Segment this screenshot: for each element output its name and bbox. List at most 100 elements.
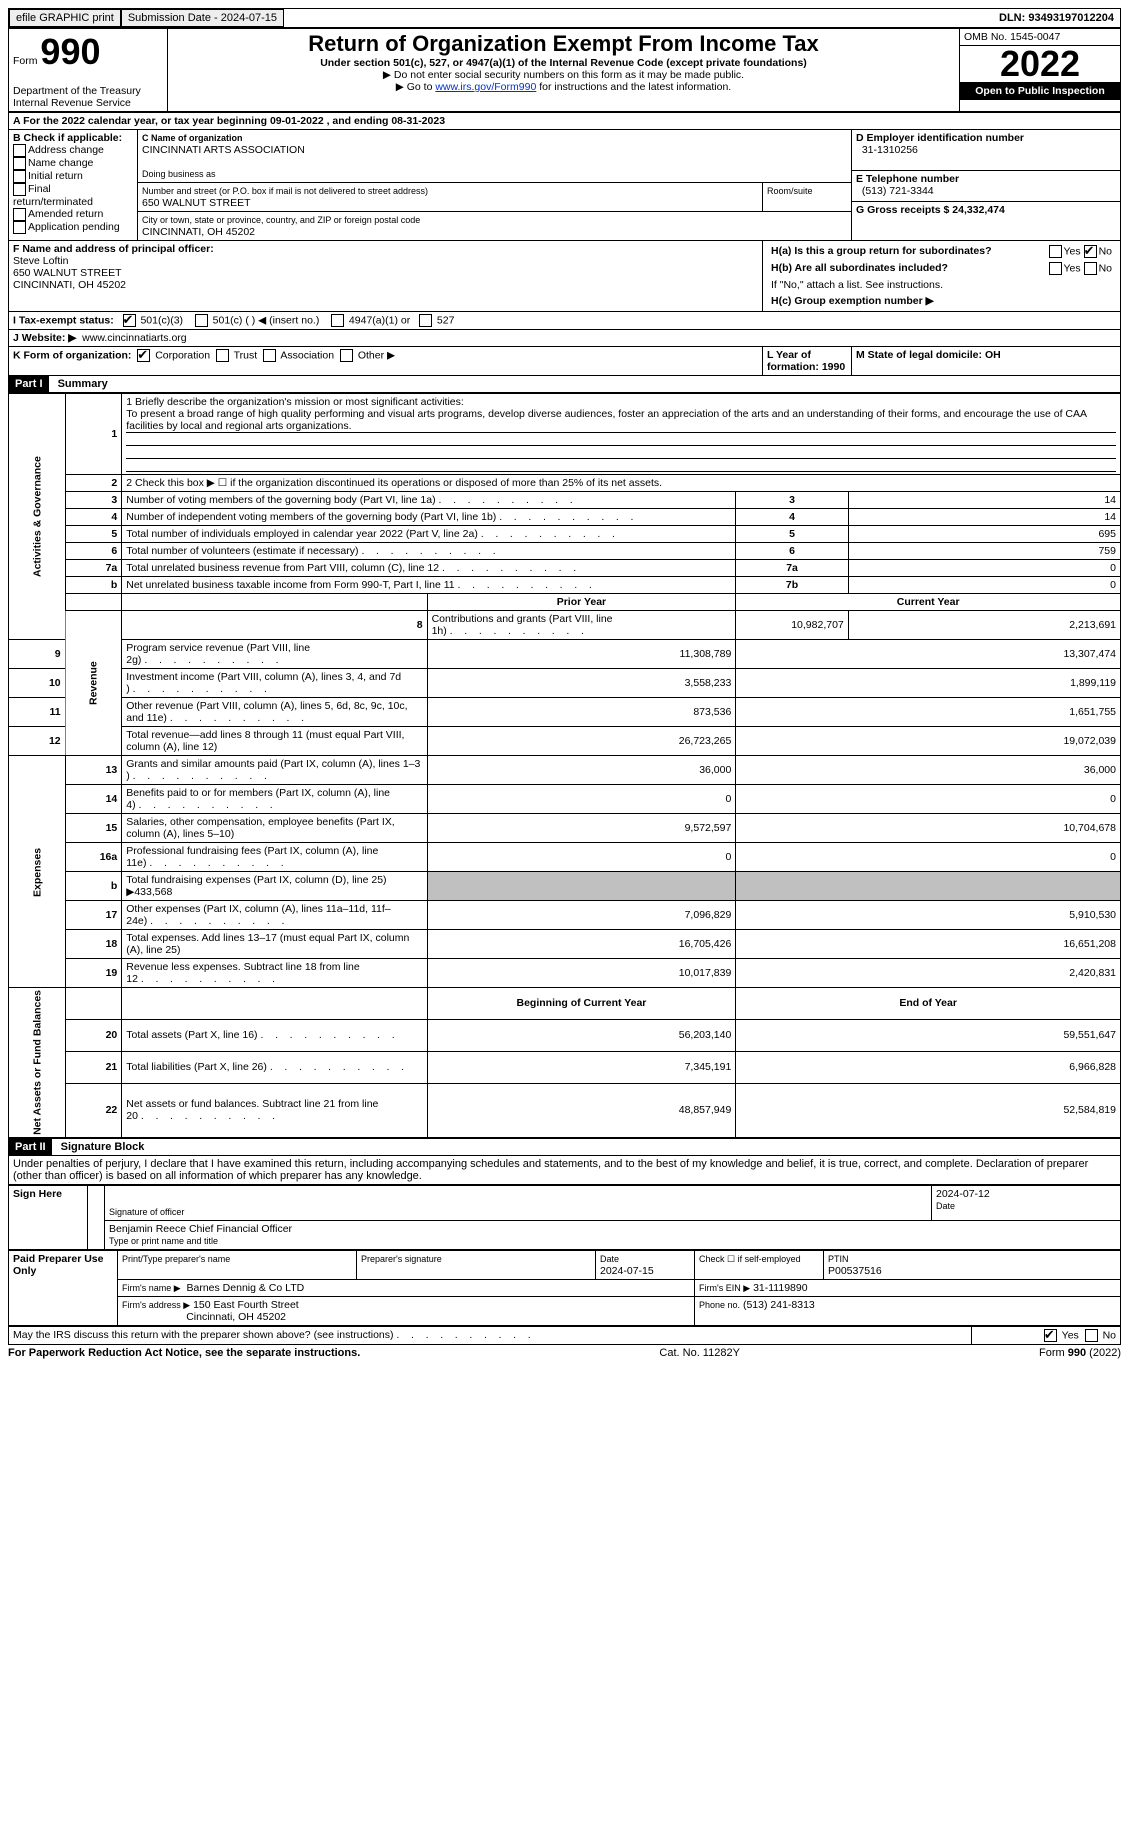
chk-501c3[interactable] [123, 314, 136, 327]
firm-addr2: Cincinnati, OH 45202 [186, 1311, 286, 1323]
sig-officer-label: Signature of officer [109, 1207, 184, 1217]
may-irs-yes[interactable] [1044, 1329, 1057, 1342]
m-label: M State of legal domicile: OH [856, 349, 1001, 361]
gov-row: 7aTotal unrelated business revenue from … [9, 560, 1121, 577]
h-note: If "No," attach a list. See instructions… [771, 279, 943, 291]
side-revenue: Revenue [65, 611, 122, 756]
irs-label: Internal Revenue Service [13, 97, 131, 109]
may-irs-label: May the IRS discuss this return with the… [13, 1329, 531, 1341]
chk-address[interactable]: Address change [13, 144, 104, 156]
ha-no[interactable] [1084, 245, 1097, 258]
chk-assoc[interactable] [263, 349, 276, 362]
chk-amended[interactable]: Amended return [13, 208, 103, 220]
prep-sig-label: Preparer's signature [361, 1254, 442, 1264]
exp-row: 16aProfessional fundraising fees (Part I… [9, 843, 1121, 872]
exp-row: 15Salaries, other compensation, employee… [9, 814, 1121, 843]
prep-date-label: Date [600, 1254, 619, 1264]
rev-row: 9Program service revenue (Part VIII, lin… [9, 640, 1121, 669]
side-governance: Activities & Governance [9, 394, 66, 640]
firm-phone-label: Phone no. [699, 1300, 740, 1310]
b-label: B Check if applicable: [13, 132, 122, 144]
q1-label: 1 Briefly describe the organization's mi… [126, 396, 464, 408]
chk-trust[interactable] [216, 349, 229, 362]
gov-row: 3Number of voting members of the governi… [9, 492, 1121, 509]
form-word: Form [13, 55, 38, 67]
sig-date-value: 2024-07-12 [936, 1188, 990, 1200]
part2-title: Signature Block [55, 1139, 151, 1155]
efile-print-button[interactable]: efile GRAPHIC print [9, 9, 121, 27]
gov-row: 4Number of independent voting members of… [9, 509, 1121, 526]
officer-name: Steve Loftin [13, 255, 68, 267]
website-value: www.cincinnatiarts.org [82, 332, 186, 344]
rev-row: 11Other revenue (Part VIII, column (A), … [9, 698, 1121, 727]
d-label: D Employer identification number [856, 132, 1024, 144]
q1-num: 1 [65, 394, 122, 475]
k-label: K Form of organization: [13, 349, 131, 361]
chk-pending[interactable]: Application pending [13, 221, 120, 233]
l-label: L Year of formation: 1990 [767, 349, 845, 373]
dln-label: DLN: 93493197012204 [993, 10, 1120, 26]
submission-date-button[interactable]: Submission Date - 2024-07-15 [121, 9, 284, 27]
paid-preparer-label: Paid Preparer Use Only [9, 1250, 118, 1325]
chk-other[interactable] [340, 349, 353, 362]
net-row: 20Total assets (Part X, line 16)56,203,1… [9, 1019, 1121, 1051]
net-row: 22Net assets or fund balances. Subtract … [9, 1083, 1121, 1137]
side-expenses: Expenses [9, 756, 66, 988]
hb-label: H(b) Are all subordinates included? [771, 262, 948, 274]
j-label: J Website: ▶ [13, 332, 76, 344]
chk-4947[interactable] [331, 314, 344, 327]
side-netassets: Net Assets or Fund Balances [9, 988, 66, 1138]
ptin-label: PTIN [828, 1254, 849, 1264]
signature-table: Sign Here Signature of officer 2024-07-1… [8, 1185, 1121, 1250]
hb-no[interactable] [1084, 262, 1097, 275]
chk-501c[interactable] [195, 314, 208, 327]
city-label: City or town, state or province, country… [142, 215, 420, 225]
section-a-table: A For the 2022 calendar year, or tax yea… [8, 112, 1121, 376]
hb-yes[interactable] [1049, 262, 1062, 275]
phone-value: (513) 721-3344 [862, 185, 934, 197]
ha-yes[interactable] [1049, 245, 1062, 258]
firm-name-label: Firm's name ▶ [122, 1283, 181, 1293]
firm-addr1: 150 East Fourth Street [193, 1299, 299, 1311]
footer-right: Form 990 (2022) [1039, 1347, 1121, 1359]
chk-final[interactable]: Final return/terminated [13, 183, 93, 208]
chk-corp[interactable] [137, 349, 150, 362]
c-label: C Name of organization [142, 133, 243, 143]
chk-name[interactable]: Name change [13, 157, 93, 169]
dba-label: Doing business as [142, 169, 216, 179]
col-begin: Beginning of Current Year [427, 988, 736, 1020]
rev-row: 10Investment income (Part VIII, column (… [9, 669, 1121, 698]
footer: For Paperwork Reduction Act Notice, see … [8, 1347, 1121, 1359]
firm-name-value: Barnes Dennig & Co LTD [187, 1282, 305, 1294]
irs-link[interactable]: www.irs.gov/Form990 [435, 81, 536, 93]
tax-year: 2022 [960, 46, 1120, 82]
check-self-label[interactable]: Check ☐ if self-employed [699, 1254, 801, 1264]
declaration-text: Under penalties of perjury, I declare th… [8, 1156, 1121, 1185]
line-a: A For the 2022 calendar year, or tax yea… [9, 113, 1121, 130]
hc-label: H(c) Group exemption number ▶ [771, 295, 934, 307]
form-title: Return of Organization Exempt From Incom… [172, 31, 955, 57]
col-prior: Prior Year [427, 594, 736, 611]
footer-left: For Paperwork Reduction Act Notice, see … [8, 1347, 360, 1359]
e-label: E Telephone number [856, 173, 959, 185]
part1-header: Part I [9, 376, 49, 392]
officer-addr1: 650 WALNUT STREET [13, 267, 122, 279]
exp-row: 19Revenue less expenses. Subtract line 1… [9, 959, 1121, 988]
may-irs-no[interactable] [1085, 1329, 1098, 1342]
type-name-label: Type or print name and title [109, 1236, 218, 1246]
g-label: G Gross receipts $ 24,332,474 [856, 204, 1005, 216]
chk-initial[interactable]: Initial return [13, 170, 83, 182]
footer-mid: Cat. No. 11282Y [659, 1347, 740, 1359]
form-subtitle: Under section 501(c), 527, or 4947(a)(1)… [172, 57, 955, 69]
firm-addr-label: Firm's address ▶ [122, 1300, 190, 1310]
gov-row: 5Total number of individuals employed in… [9, 526, 1121, 543]
net-row: 21Total liabilities (Part X, line 26)7,3… [9, 1051, 1121, 1083]
firm-phone-value: (513) 241-8313 [743, 1299, 815, 1311]
q2-label: 2 Check this box ▶ ☐ if the organization… [122, 475, 1121, 492]
prep-name-label: Print/Type preparer's name [122, 1254, 230, 1264]
form-header-table: Form 990 Department of the Treasury Inte… [8, 28, 1121, 112]
sign-bracket-icon [88, 1185, 105, 1249]
open-public-box: Open to Public Inspection [960, 82, 1120, 100]
org-name: CINCINNATI ARTS ASSOCIATION [142, 144, 305, 156]
chk-527[interactable] [419, 314, 432, 327]
